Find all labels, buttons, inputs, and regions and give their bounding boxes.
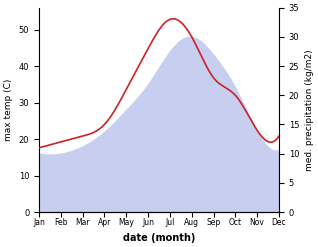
X-axis label: date (month): date (month) (123, 233, 195, 243)
Y-axis label: med. precipitation (kg/m2): med. precipitation (kg/m2) (305, 49, 314, 171)
Y-axis label: max temp (C): max temp (C) (4, 79, 13, 141)
